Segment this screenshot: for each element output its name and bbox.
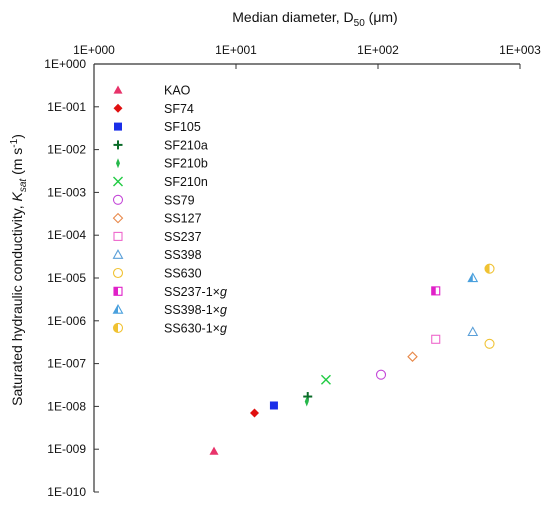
data-point bbox=[320, 374, 331, 385]
data-point bbox=[375, 369, 387, 380]
legend-label: SF105 bbox=[164, 120, 201, 134]
data-point bbox=[431, 286, 441, 296]
y-tick-label: 1E-001 bbox=[47, 100, 86, 114]
y-tick-label: 1E-005 bbox=[47, 271, 86, 285]
legend-marker bbox=[113, 140, 123, 150]
legend-marker bbox=[112, 322, 124, 333]
y-tick-label: 1E+000 bbox=[44, 57, 86, 71]
legend-label: SF74 bbox=[164, 102, 194, 116]
y-tick-label: 1E-010 bbox=[47, 485, 86, 499]
legend-marker bbox=[112, 212, 124, 224]
legend-marker bbox=[114, 122, 122, 131]
legend-marker bbox=[113, 176, 123, 187]
data-point bbox=[484, 338, 495, 349]
y-tick-label: 1E-008 bbox=[47, 399, 86, 413]
legend-label: SS237 bbox=[164, 230, 202, 244]
legend-marker bbox=[116, 158, 120, 169]
legend-label: SS127 bbox=[164, 212, 202, 226]
y-tick-label: 1E-007 bbox=[47, 357, 86, 371]
legend-label: SS398-1×g bbox=[164, 303, 227, 317]
data-point bbox=[467, 272, 479, 283]
legend-marker bbox=[113, 231, 123, 241]
legend-label: SS630 bbox=[164, 267, 202, 281]
legend-marker bbox=[113, 103, 123, 113]
legend-marker bbox=[113, 286, 123, 296]
data-point bbox=[304, 396, 309, 407]
legend-marker bbox=[112, 249, 124, 259]
legend: KAO SF74 SF105 SF210a SF210b SF210n SS79 SS127 S… bbox=[112, 84, 227, 335]
y-axis-title: Saturated hydraulic conductivity, Ksat (… bbox=[9, 134, 29, 406]
x-tick-label: 1E+001 bbox=[215, 43, 257, 57]
data-point bbox=[407, 351, 418, 362]
legend-marker bbox=[112, 194, 124, 205]
legend-label: SS237-1×g bbox=[164, 285, 227, 299]
legend-label: SS79 bbox=[164, 193, 195, 207]
legend-marker bbox=[112, 267, 124, 279]
legend-marker bbox=[112, 303, 124, 314]
legend-label: SF210n bbox=[164, 175, 208, 189]
legend-label: SF210b bbox=[164, 157, 208, 171]
data-point bbox=[484, 263, 495, 274]
data-point bbox=[269, 401, 278, 410]
data-points bbox=[209, 263, 495, 455]
x-axis-title: Median diameter, D50 (μm) bbox=[232, 9, 397, 29]
x-tick-label: 1E+003 bbox=[499, 43, 541, 57]
data-point bbox=[431, 334, 441, 344]
y-tick-label: 1E-009 bbox=[47, 442, 86, 456]
legend-marker bbox=[113, 85, 123, 94]
y-tick-label: 1E-002 bbox=[47, 143, 86, 157]
y-ticks: 1E+000 1E-001 1E-002 1E-003 1E-004 1E-005 1E-0… bbox=[44, 57, 99, 499]
x-tick-label: 1E+000 bbox=[73, 43, 115, 57]
x-ticks: 1E+000 1E+001 1E+002 1E+003 bbox=[73, 43, 541, 69]
legend-label: SS630-1×g bbox=[164, 321, 227, 335]
legend-label: SS398 bbox=[164, 248, 202, 262]
y-tick-label: 1E-003 bbox=[47, 185, 86, 199]
data-point bbox=[467, 326, 479, 337]
x-tick-label: 1E+002 bbox=[357, 43, 399, 57]
data-point bbox=[250, 408, 260, 418]
legend-label: KAO bbox=[164, 84, 191, 98]
legend-label: SF210a bbox=[164, 138, 208, 152]
y-tick-label: 1E-004 bbox=[47, 228, 86, 242]
y-tick-label: 1E-006 bbox=[47, 314, 86, 328]
data-point bbox=[209, 446, 219, 455]
